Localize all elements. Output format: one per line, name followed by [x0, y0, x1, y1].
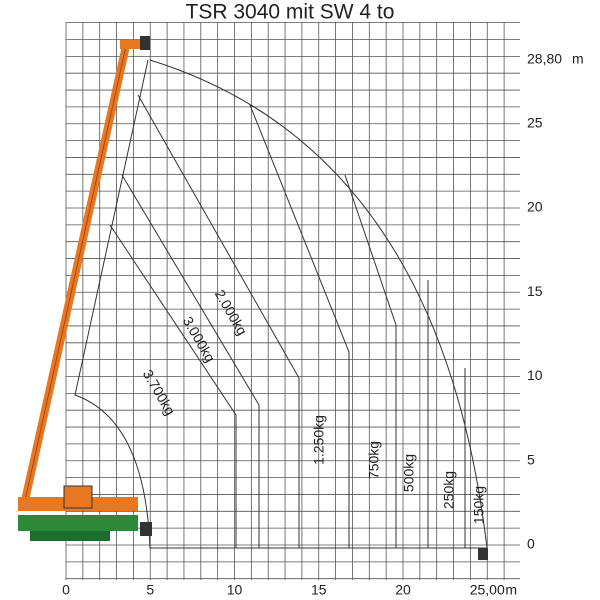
y-tick-label: 0 [527, 536, 535, 552]
grid [65, 22, 520, 580]
y-tick-label: 25 [527, 114, 543, 130]
zone-label: 500kg [401, 454, 417, 492]
x-tick-label: 10 [227, 582, 243, 598]
envelope [74, 59, 488, 549]
zone-label: 750kg [366, 441, 382, 479]
title: TSR 3040 mit SW 4 to [186, 1, 395, 24]
zone-label: 150kg [471, 486, 487, 524]
y-tick-label: 5 [527, 451, 535, 467]
x-tick-label: 20 [395, 582, 411, 598]
machine [18, 36, 488, 560]
y-tick-label: 10 [527, 367, 543, 383]
x-tick-label: 5 [146, 582, 154, 598]
y-tick-label: 20 [527, 199, 543, 215]
x-tick-label: 15 [311, 582, 327, 598]
y-unit: m [572, 50, 584, 66]
zone-labels: 3.700kg 3.000kg 2.000kg 1.250kg 750kg 50… [140, 287, 487, 524]
x-tick-label: 0 [62, 582, 70, 598]
zone-label: 250kg [441, 471, 457, 509]
y-tick-label: 15 [527, 283, 543, 299]
x-tick-label: 25,00 [470, 582, 505, 598]
zone-label: 1.250kg [311, 415, 327, 465]
y-tick-label: 28,80 [527, 50, 562, 66]
x-unit: m [505, 582, 517, 598]
